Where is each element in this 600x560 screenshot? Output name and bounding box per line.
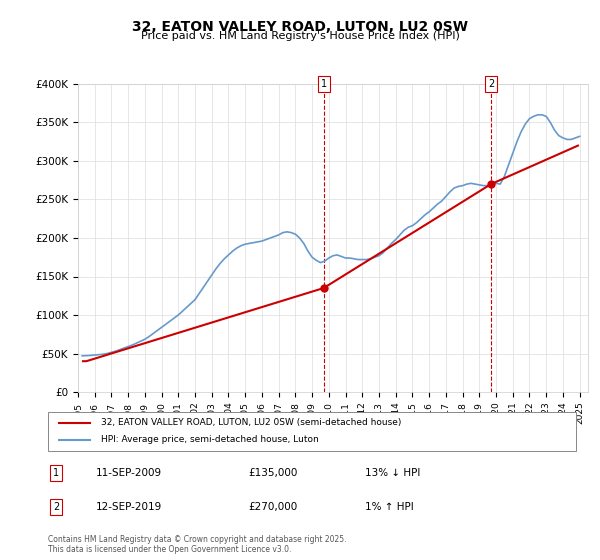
Text: 2: 2 [53, 502, 59, 512]
Text: HPI: Average price, semi-detached house, Luton: HPI: Average price, semi-detached house,… [101, 435, 319, 444]
Text: 1% ↑ HPI: 1% ↑ HPI [365, 502, 413, 512]
Text: 12-SEP-2019: 12-SEP-2019 [95, 502, 162, 512]
Text: 2: 2 [488, 79, 494, 89]
Text: £135,000: £135,000 [248, 468, 298, 478]
Text: 1: 1 [320, 79, 326, 89]
Text: 11-SEP-2009: 11-SEP-2009 [95, 468, 161, 478]
Text: Contains HM Land Registry data © Crown copyright and database right 2025.
This d: Contains HM Land Registry data © Crown c… [48, 535, 347, 554]
FancyBboxPatch shape [48, 412, 576, 451]
Text: 32, EATON VALLEY ROAD, LUTON, LU2 0SW: 32, EATON VALLEY ROAD, LUTON, LU2 0SW [132, 20, 468, 34]
Text: Price paid vs. HM Land Registry's House Price Index (HPI): Price paid vs. HM Land Registry's House … [140, 31, 460, 41]
Text: 1: 1 [53, 468, 59, 478]
Text: 32, EATON VALLEY ROAD, LUTON, LU2 0SW (semi-detached house): 32, EATON VALLEY ROAD, LUTON, LU2 0SW (s… [101, 418, 401, 427]
Text: £270,000: £270,000 [248, 502, 298, 512]
Text: 13% ↓ HPI: 13% ↓ HPI [365, 468, 420, 478]
